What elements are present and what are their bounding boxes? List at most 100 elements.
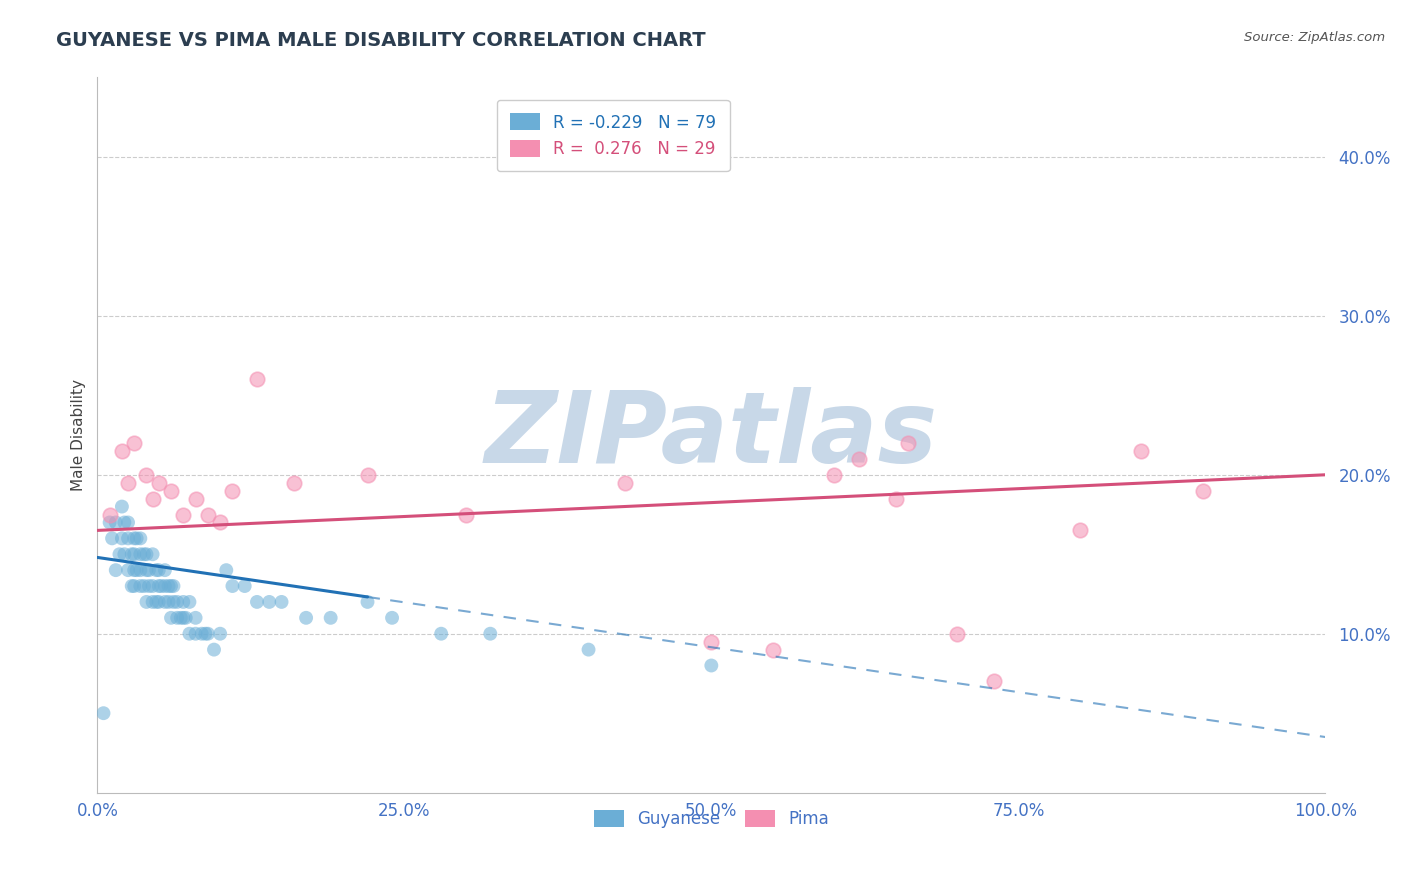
Point (111, 532, 134, 546)
Point (430, 626, 453, 640)
Point (160, 483, 183, 498)
Point (246, 595, 269, 609)
Point (142, 491, 165, 506)
Point (117, 475, 139, 490)
Point (135, 563, 157, 577)
Point (138, 563, 160, 577)
Point (112, 516, 135, 530)
Point (162, 595, 184, 609)
Point (117, 563, 139, 577)
Point (170, 611, 193, 625)
Point (190, 626, 212, 640)
Point (162, 579, 184, 593)
Point (319, 611, 342, 625)
Point (823, 467, 845, 482)
Point (215, 563, 238, 577)
Point (1069, 524, 1091, 538)
Point (762, 642, 785, 657)
Point (148, 579, 170, 593)
Point (157, 579, 180, 593)
Point (184, 626, 207, 640)
Point (129, 579, 152, 593)
Point (946, 626, 969, 640)
Point (104, 516, 127, 530)
Point (122, 579, 145, 593)
Point (148, 563, 170, 577)
Point (93, 706, 115, 721)
Point (209, 626, 232, 640)
Point (122, 532, 145, 546)
Point (381, 611, 404, 625)
Point (122, 436, 145, 450)
Point (174, 611, 197, 625)
Point (884, 491, 907, 506)
Point (166, 595, 188, 609)
Point (111, 500, 134, 514)
Point (153, 563, 176, 577)
Point (104, 563, 127, 577)
Text: ZIPatlas: ZIPatlas (485, 386, 938, 483)
Point (121, 579, 143, 593)
Point (121, 547, 143, 561)
Point (202, 642, 225, 657)
Point (283, 475, 305, 490)
Point (578, 642, 600, 657)
Legend: Guyanese, Pima: Guyanese, Pima (586, 803, 835, 834)
Point (172, 595, 194, 609)
Point (233, 579, 256, 593)
Point (983, 674, 1005, 689)
Point (135, 547, 157, 561)
Point (194, 626, 217, 640)
Point (166, 611, 188, 625)
Point (454, 508, 477, 522)
Point (129, 563, 152, 577)
Point (157, 595, 180, 609)
Point (700, 658, 723, 673)
Point (142, 595, 165, 609)
Point (197, 508, 219, 522)
Point (897, 436, 920, 450)
Point (108, 547, 131, 561)
Point (160, 579, 183, 593)
Point (132, 547, 155, 561)
Point (135, 595, 157, 609)
Point (172, 611, 194, 625)
Point (270, 595, 292, 609)
Point (479, 626, 502, 640)
Point (160, 611, 183, 625)
Point (101, 532, 124, 546)
Point (111, 444, 134, 458)
Point (179, 595, 201, 609)
Text: GUYANESE VS PIMA MALE DISABILITY CORRELATION CHART: GUYANESE VS PIMA MALE DISABILITY CORRELA… (56, 31, 706, 50)
Point (295, 611, 318, 625)
Point (125, 532, 148, 546)
Point (125, 563, 148, 577)
Point (112, 547, 135, 561)
Point (145, 595, 167, 609)
Point (1130, 444, 1153, 458)
Point (145, 563, 167, 577)
Point (132, 579, 155, 593)
Point (848, 451, 870, 466)
Point (122, 563, 145, 577)
Point (221, 483, 243, 498)
Point (356, 467, 378, 482)
Point (117, 532, 139, 546)
Point (98, 508, 121, 522)
Point (98, 516, 121, 530)
Point (142, 547, 165, 561)
Point (184, 491, 207, 506)
Point (209, 516, 232, 530)
Y-axis label: Male Disability: Male Disability (72, 379, 86, 491)
Point (700, 634, 723, 648)
Point (153, 579, 176, 593)
Point (129, 532, 152, 546)
Point (172, 508, 194, 522)
Point (153, 595, 176, 609)
Point (221, 579, 243, 593)
Point (184, 611, 207, 625)
Point (142, 579, 165, 593)
Point (1191, 483, 1213, 498)
Point (259, 595, 281, 609)
Point (148, 595, 170, 609)
